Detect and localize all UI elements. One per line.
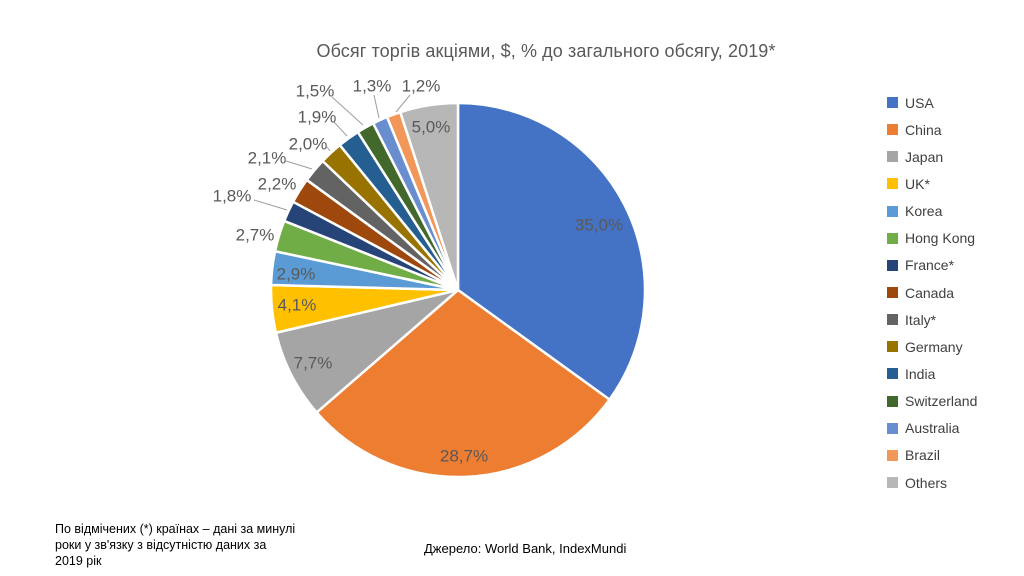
legend-item-italy: Italy* — [887, 306, 977, 333]
source-caption: Джерело: World Bank, IndexMundi — [424, 541, 627, 556]
legend-label: Italy* — [905, 311, 937, 328]
legend-label: Korea — [905, 203, 943, 220]
slice-label-australia: 1,3% — [353, 77, 392, 96]
pie-slice-others — [399, 101, 460, 292]
legend-item-others: Others — [887, 469, 977, 496]
legend-item-uk: UK* — [887, 170, 977, 197]
legend-swatch — [887, 477, 898, 489]
legend-swatch — [887, 422, 898, 434]
slice-label-switzerland: 1,5% — [296, 82, 335, 101]
slice-label-italy: 2,1% — [248, 149, 287, 168]
pie-slice-china — [315, 288, 611, 479]
legend-label: USA — [905, 94, 934, 111]
legend-swatch — [887, 449, 898, 461]
legend-item-canada: Canada — [887, 279, 977, 306]
slice-label-india: 1,9% — [298, 108, 337, 127]
legend-label: Germany — [905, 338, 963, 355]
slice-label-canada: 2,2% — [258, 175, 297, 194]
slice-label-uk: 4,1% — [278, 296, 317, 315]
legend-item-china: China — [887, 116, 977, 143]
slice-label-france: 1,8% — [213, 187, 252, 206]
legend-label: France* — [905, 257, 955, 274]
legend-item-usa: USA — [887, 89, 977, 116]
legend-swatch — [887, 178, 898, 190]
slice-label-hong-kong: 2,7% — [236, 226, 275, 245]
legend-item-korea: Korea — [887, 198, 977, 225]
slice-label-germany: 2,0% — [289, 135, 328, 154]
label-leader-line — [395, 94, 411, 113]
legend-swatch — [887, 395, 898, 407]
legend-swatch — [887, 205, 898, 217]
slice-label-korea: 2,9% — [277, 265, 316, 284]
slice-label-brazil: 1,2% — [402, 77, 441, 96]
pie-slice-usa — [456, 101, 647, 401]
slice-label-japan: 7,7% — [294, 354, 333, 373]
chart-title: Обсяг торгів акціями, $, % до загального… — [316, 41, 776, 61]
legend-item-switzerland: Switzerland — [887, 388, 977, 415]
legend-label: Japan — [905, 148, 944, 165]
legend-label: China — [905, 121, 942, 138]
legend-item-germany: Germany — [887, 333, 977, 360]
label-leader-line — [253, 199, 288, 211]
label-leader-line — [333, 121, 348, 137]
slice-label-usa: 35,0% — [575, 216, 623, 235]
legend-label: Hong Kong — [905, 230, 976, 247]
legend-item-australia: Australia — [887, 415, 977, 442]
legend-label: Australia — [905, 420, 960, 437]
legend: USA China Japan UK* Korea Hong Kong France* Can… — [887, 89, 977, 496]
legend-item-india: India — [887, 360, 977, 387]
footnote: По відмічених (*) країнах – дані за мину… — [55, 522, 296, 568]
legend-label: UK* — [905, 175, 930, 192]
label-leader-line — [326, 146, 331, 152]
legend-item-japan: Japan — [887, 143, 977, 170]
legend-label: Switzerland — [905, 393, 978, 410]
legend-swatch — [887, 341, 898, 353]
legend-swatch — [887, 314, 898, 326]
legend-item-brazil: Brazil — [887, 442, 977, 469]
legend-label: Canada — [905, 284, 955, 301]
legend-swatch — [887, 151, 898, 163]
legend-label: India — [905, 365, 936, 382]
legend-swatch — [887, 124, 898, 136]
slice-label-others: 5,0% — [412, 118, 451, 137]
label-leader-line — [285, 160, 313, 170]
slice-label-china: 28,7% — [440, 447, 488, 466]
legend-label: Brazil — [905, 447, 941, 464]
label-leader-line — [373, 94, 380, 119]
legend-label: Others — [905, 474, 948, 491]
legend-swatch — [887, 232, 898, 244]
legend-item-hong-kong: Hong Kong — [887, 225, 977, 252]
legend-swatch — [887, 97, 898, 109]
legend-swatch — [887, 287, 898, 299]
legend-swatch — [887, 259, 898, 271]
label-leader-line — [331, 96, 364, 126]
legend-item-france: France* — [887, 252, 977, 279]
legend-swatch — [887, 368, 898, 380]
